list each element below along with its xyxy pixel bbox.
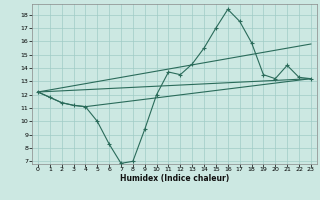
X-axis label: Humidex (Indice chaleur): Humidex (Indice chaleur) — [120, 174, 229, 183]
